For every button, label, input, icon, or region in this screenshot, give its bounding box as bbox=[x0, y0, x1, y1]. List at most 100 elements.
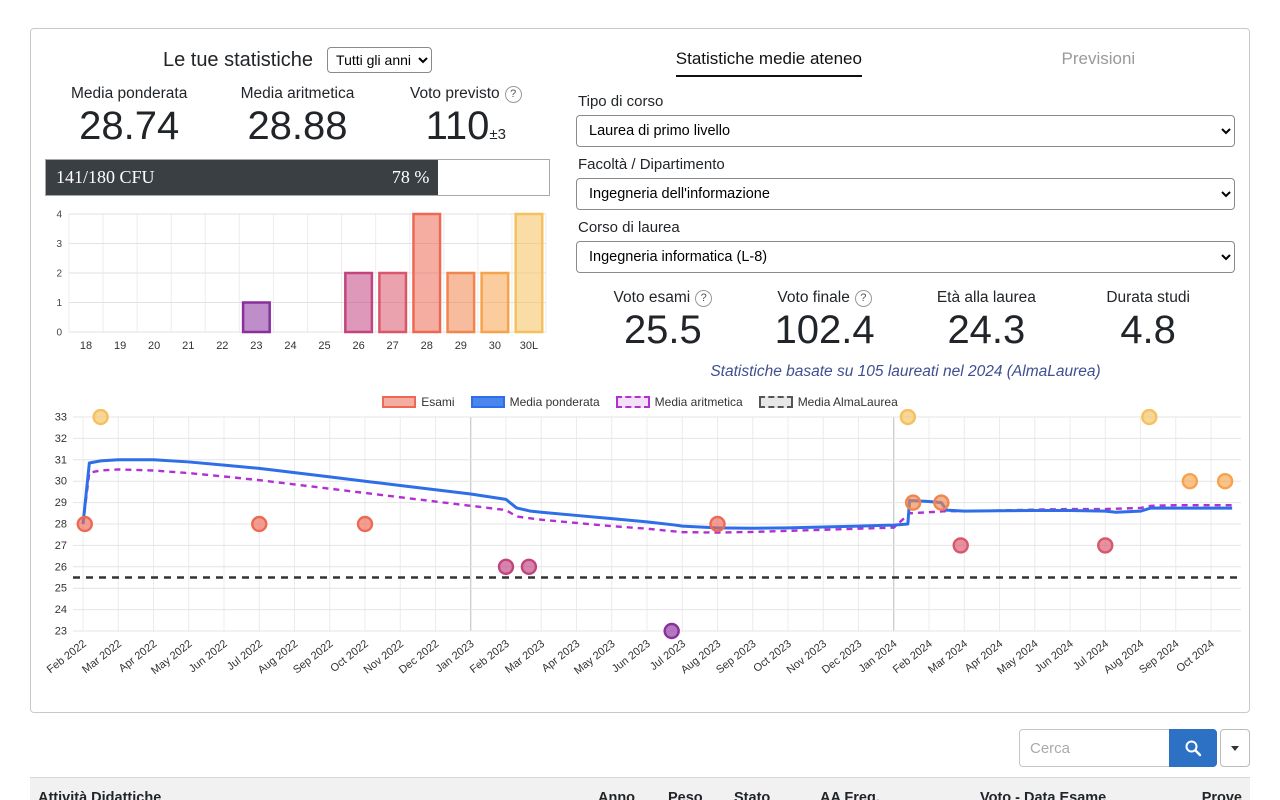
corso-di-laurea-select[interactable]: Ingegneria informatica (L-8) bbox=[576, 241, 1235, 273]
legend-label: Media aritmetica bbox=[655, 395, 743, 409]
facolta-select[interactable]: Ingegneria dell'informazione bbox=[576, 178, 1235, 210]
stat-value: 4.8 bbox=[1067, 309, 1229, 351]
stats-tabs: Statistiche medie ateneo Previsioni bbox=[576, 49, 1235, 77]
stat-label-text: Voto esami bbox=[614, 289, 691, 307]
svg-text:33: 33 bbox=[55, 412, 67, 424]
svg-text:31: 31 bbox=[55, 454, 67, 466]
svg-text:25: 25 bbox=[55, 583, 67, 595]
university-stats-row: Voto esami ? 25.5 Voto finale ? 102.4 Et… bbox=[576, 289, 1235, 351]
svg-text:32: 32 bbox=[55, 433, 67, 445]
grade-histogram: 012341819202122232425262728293030L bbox=[45, 206, 550, 356]
col-attivita-didattiche: Attività Didattiche bbox=[30, 778, 590, 800]
cfu-label: 141/180 CFU bbox=[56, 167, 155, 188]
cfu-progress-bar: 141/180 CFU 78 % bbox=[45, 159, 550, 196]
stat-label-text: Voto previsto bbox=[410, 85, 500, 103]
svg-text:22: 22 bbox=[216, 340, 228, 352]
filter-label: Facoltà / Dipartimento bbox=[578, 156, 1233, 173]
your-statistics-column: Le tue statistiche Tutti gli anni Media … bbox=[45, 39, 550, 381]
stat-value: 28.88 bbox=[213, 105, 381, 147]
stat-value-sub: ±3 bbox=[489, 126, 506, 143]
svg-text:29: 29 bbox=[55, 497, 67, 509]
svg-text:24: 24 bbox=[55, 604, 67, 616]
svg-text:Jun 2024: Jun 2024 bbox=[1033, 638, 1076, 675]
legend-label: Media ponderata bbox=[510, 395, 600, 409]
esami-swatch-icon bbox=[382, 396, 416, 408]
search-input[interactable] bbox=[1019, 729, 1169, 767]
tab-previsioni[interactable]: Previsioni bbox=[1062, 49, 1136, 75]
col-aa-freq: AA Freq. bbox=[812, 778, 972, 800]
filter-corso-di-laurea: Corso di laurea Ingegneria informatica (… bbox=[576, 219, 1235, 273]
search-button[interactable] bbox=[1169, 729, 1217, 767]
stat-media-aritmetica: Media aritmetica 28.88 bbox=[213, 85, 381, 147]
col-peso: Peso bbox=[660, 778, 726, 800]
stat-voto-esami: Voto esami ? 25.5 bbox=[582, 289, 744, 351]
media-almalaurea-swatch-icon bbox=[759, 396, 793, 408]
svg-text:Sep 2023: Sep 2023 bbox=[714, 638, 759, 676]
svg-text:26: 26 bbox=[55, 561, 67, 573]
col-voto-data-esame: Voto - Data Esame bbox=[972, 778, 1190, 800]
stat-voto-finale: Voto finale ? 102.4 bbox=[744, 289, 906, 351]
svg-text:27: 27 bbox=[387, 340, 399, 352]
svg-text:0: 0 bbox=[56, 328, 62, 339]
almalaurea-caption: Statistiche basate su 105 laureati nel 2… bbox=[576, 363, 1235, 381]
svg-text:30L: 30L bbox=[520, 340, 538, 352]
stat-label: Voto previsto ? bbox=[382, 85, 550, 103]
legend-label: Esami bbox=[421, 395, 454, 409]
legend-item-esami[interactable]: Esami bbox=[382, 395, 454, 409]
stat-voto-previsto: Voto previsto ? 110±3 bbox=[382, 85, 550, 147]
stat-media-ponderata: Media ponderata 28.74 bbox=[45, 85, 213, 147]
svg-text:24: 24 bbox=[284, 340, 296, 352]
svg-text:21: 21 bbox=[182, 340, 194, 352]
help-icon[interactable]: ? bbox=[855, 290, 872, 307]
stat-label: Media ponderata bbox=[45, 85, 213, 103]
stat-value: 25.5 bbox=[582, 309, 744, 351]
tipo-di-corso-select[interactable]: Laurea di primo livello bbox=[576, 115, 1235, 147]
svg-text:29: 29 bbox=[455, 340, 467, 352]
stat-value: 28.74 bbox=[45, 105, 213, 147]
svg-text:Sep 2024: Sep 2024 bbox=[1137, 638, 1182, 676]
chart-legend: Esami Media ponderata Media aritmetica M… bbox=[45, 395, 1235, 409]
svg-text:26: 26 bbox=[352, 340, 364, 352]
search-options-button[interactable] bbox=[1220, 729, 1250, 767]
legend-item-media-aritmetica[interactable]: Media aritmetica bbox=[616, 395, 743, 409]
svg-text:Mar 2023: Mar 2023 bbox=[503, 638, 547, 676]
svg-text:Jun 2022: Jun 2022 bbox=[187, 638, 230, 675]
personal-stats-row: Media ponderata 28.74 Media aritmetica 2… bbox=[45, 85, 550, 147]
svg-text:Jun 2023: Jun 2023 bbox=[610, 638, 653, 675]
svg-text:1: 1 bbox=[56, 298, 62, 309]
help-icon[interactable]: ? bbox=[695, 290, 712, 307]
stat-label-text: Voto finale bbox=[777, 289, 849, 307]
year-filter-select[interactable]: Tutti gli anni bbox=[327, 47, 432, 73]
help-icon[interactable]: ? bbox=[505, 86, 522, 103]
legend-item-media-ponderata[interactable]: Media ponderata bbox=[471, 395, 600, 409]
cfu-progress-fill: 141/180 CFU 78 % bbox=[46, 160, 438, 195]
svg-text:Oct 2024: Oct 2024 bbox=[1174, 638, 1217, 675]
table-header-row: Attività Didattiche Anno Peso Stato AA F… bbox=[30, 778, 1250, 800]
stat-label: Voto esami ? bbox=[582, 289, 744, 307]
statistics-panel: Le tue statistiche Tutti gli anni Media … bbox=[30, 28, 1250, 713]
university-stats-column: Statistiche medie ateneo Previsioni Tipo… bbox=[576, 39, 1235, 381]
col-anno: Anno bbox=[590, 778, 660, 800]
svg-text:Dec 2023: Dec 2023 bbox=[820, 638, 864, 676]
stat-value: 24.3 bbox=[906, 309, 1068, 351]
stat-label: Voto finale ? bbox=[744, 289, 906, 307]
filter-label: Tipo di corso bbox=[578, 93, 1233, 110]
col-stato: Stato bbox=[726, 778, 812, 800]
svg-text:Mar 2022: Mar 2022 bbox=[80, 638, 124, 676]
col-prove: Prove bbox=[1190, 778, 1250, 800]
filter-tipo-di-corso: Tipo di corso Laurea di primo livello bbox=[576, 93, 1235, 147]
svg-text:27: 27 bbox=[55, 540, 67, 552]
legend-label: Media AlmaLaurea bbox=[798, 395, 898, 409]
svg-text:Dec 2022: Dec 2022 bbox=[397, 638, 441, 676]
cfu-percent: 78 % bbox=[392, 167, 430, 188]
tab-statistiche-medie-ateneo[interactable]: Statistiche medie ateneo bbox=[676, 49, 862, 77]
svg-text:2: 2 bbox=[56, 269, 62, 280]
svg-text:18: 18 bbox=[80, 340, 92, 352]
svg-text:28: 28 bbox=[421, 340, 433, 352]
top-section: Le tue statistiche Tutti gli anni Media … bbox=[45, 39, 1235, 381]
left-header: Le tue statistiche Tutti gli anni bbox=[45, 47, 550, 73]
filter-label: Corso di laurea bbox=[578, 219, 1233, 236]
svg-text:4: 4 bbox=[56, 210, 62, 221]
legend-item-media-almalaurea[interactable]: Media AlmaLaurea bbox=[759, 395, 898, 409]
stat-eta-alla-laurea: Età alla laurea 24.3 bbox=[906, 289, 1068, 351]
